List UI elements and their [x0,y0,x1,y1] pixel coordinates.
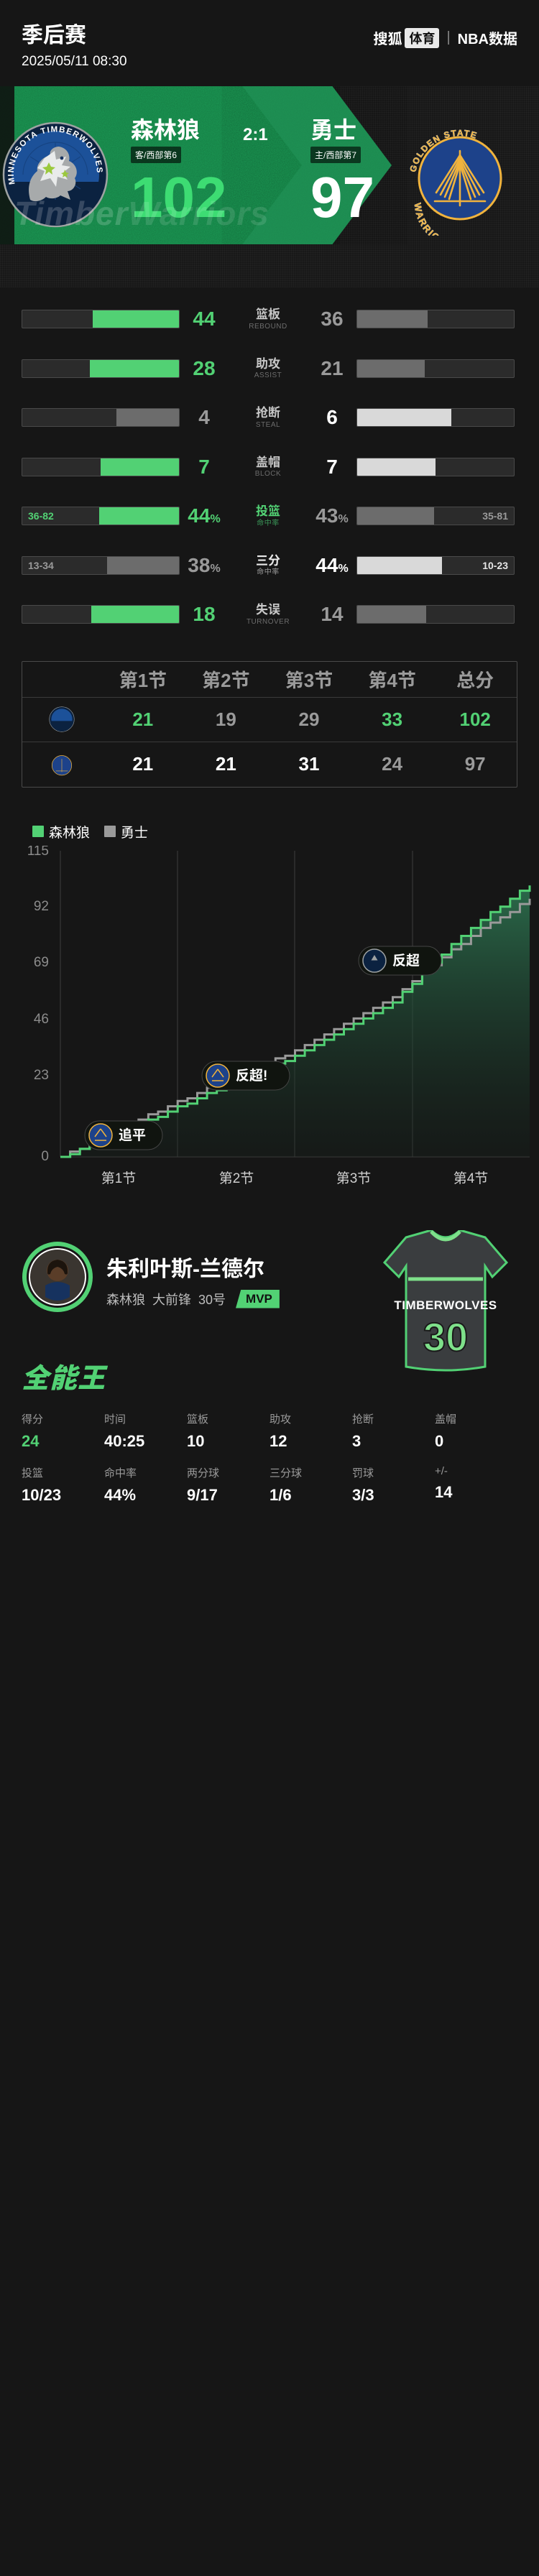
svg-text:0: 0 [41,1149,49,1164]
svg-text:第4节: 第4节 [453,1171,489,1186]
svg-text:115: 115 [27,846,49,859]
svg-text:反超: 反超 [392,953,420,969]
svg-text:反超!: 反超! [236,1068,267,1084]
svg-text:46: 46 [34,1012,49,1027]
svg-text:69: 69 [34,955,49,970]
svg-text:第3节: 第3节 [336,1171,372,1186]
svg-text:TIMBERWOLVES: TIMBERWOLVES [394,1298,497,1312]
svg-text:第1节: 第1节 [101,1171,137,1186]
svg-text:第2节: 第2节 [219,1171,254,1186]
svg-text:23: 23 [34,1068,49,1083]
svg-text:30: 30 [423,1314,468,1359]
svg-text:追平: 追平 [119,1127,146,1143]
svg-text:92: 92 [34,899,49,914]
